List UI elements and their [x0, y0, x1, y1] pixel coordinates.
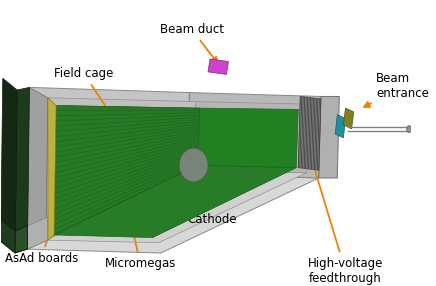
Polygon shape	[344, 108, 354, 129]
Polygon shape	[46, 170, 307, 243]
Polygon shape	[27, 88, 190, 249]
Ellipse shape	[407, 126, 412, 132]
Polygon shape	[27, 217, 48, 249]
Polygon shape	[298, 96, 321, 170]
Ellipse shape	[179, 148, 208, 182]
Polygon shape	[198, 108, 298, 168]
Polygon shape	[319, 96, 339, 178]
Polygon shape	[15, 226, 27, 253]
Polygon shape	[27, 174, 319, 253]
Polygon shape	[27, 88, 48, 249]
Polygon shape	[194, 102, 309, 173]
Polygon shape	[54, 106, 200, 235]
Text: AsAd boards: AsAd boards	[5, 189, 78, 265]
Polygon shape	[46, 98, 196, 240]
Text: Field cage: Field cage	[54, 67, 113, 114]
Text: Micromegas: Micromegas	[105, 185, 176, 270]
Polygon shape	[187, 93, 321, 178]
Text: Beam
entrance: Beam entrance	[364, 72, 429, 107]
Polygon shape	[208, 59, 228, 74]
Text: High-voltage
feedthrough: High-voltage feedthrough	[308, 160, 383, 285]
Polygon shape	[54, 165, 296, 237]
Polygon shape	[1, 219, 15, 253]
Polygon shape	[335, 115, 345, 138]
Polygon shape	[48, 98, 56, 240]
Polygon shape	[1, 78, 17, 253]
Text: Beam duct: Beam duct	[160, 23, 224, 63]
Text: Cathode: Cathode	[187, 160, 237, 226]
Polygon shape	[15, 88, 29, 253]
